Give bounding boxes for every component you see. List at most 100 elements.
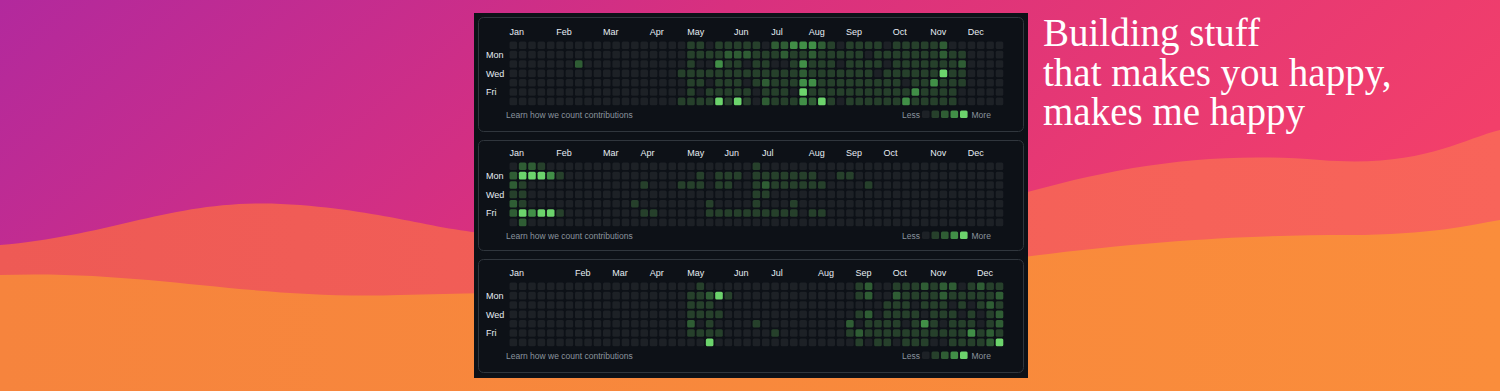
day-cell [958, 172, 966, 180]
month-label: Sep [855, 268, 871, 278]
day-cell [668, 60, 676, 68]
day-cell [715, 292, 723, 300]
day-cell [958, 98, 966, 106]
day-cell [612, 191, 620, 199]
day-cell [790, 219, 798, 227]
day-cell [650, 42, 658, 50]
day-cell [893, 79, 901, 87]
day-cell [827, 219, 835, 227]
day-cell [566, 42, 574, 50]
day-cell [865, 42, 873, 50]
day-cell [594, 191, 602, 199]
day-cell [575, 339, 583, 347]
day-cell [538, 301, 546, 309]
day-cell [986, 42, 994, 50]
day-cell [725, 311, 733, 319]
day-cell [547, 163, 555, 171]
day-cell [958, 311, 966, 319]
day-cell [697, 339, 705, 347]
legend-swatch [932, 231, 940, 239]
day-cell [659, 79, 667, 87]
day-cell [566, 301, 574, 309]
day-cell [846, 42, 854, 50]
day-cell [659, 329, 667, 337]
day-cell [996, 42, 1004, 50]
day-cell [622, 163, 630, 171]
day-cell [930, 98, 938, 106]
day-cell [949, 172, 957, 180]
day-cell [977, 200, 985, 208]
panel [479, 260, 1024, 373]
day-cell [594, 209, 602, 217]
day-cell [566, 88, 574, 96]
day-cell [818, 88, 826, 96]
day-cell [837, 219, 845, 227]
day-cell [762, 320, 770, 328]
legend-swatch [922, 110, 930, 118]
day-cell [912, 98, 920, 106]
day-cell [734, 311, 742, 319]
day-cell [790, 209, 798, 217]
day-cell [575, 200, 583, 208]
day-cell [977, 42, 985, 50]
day-cell [622, 301, 630, 309]
day-cell [996, 209, 1004, 217]
day-cell [575, 320, 583, 328]
day-cell [603, 98, 611, 106]
day-cell [874, 311, 882, 319]
day-cell [771, 70, 779, 78]
day-cell [827, 191, 835, 199]
day-cell [921, 172, 929, 180]
day-cell [799, 329, 807, 337]
day-cell [622, 60, 630, 68]
day-cell [743, 51, 751, 59]
day-cell [986, 200, 994, 208]
day-cell [940, 172, 948, 180]
day-cell [958, 163, 966, 171]
day-cell [556, 219, 564, 227]
day-cell [612, 79, 620, 87]
day-cell [538, 311, 546, 319]
day-cell [855, 181, 863, 189]
day-cell [846, 329, 854, 337]
day-cell [968, 181, 976, 189]
day-cell [837, 283, 845, 291]
day-cell [912, 60, 920, 68]
day-label: Fri [486, 87, 497, 97]
day-cell [510, 60, 518, 68]
day-cell [827, 79, 835, 87]
day-cell [547, 320, 555, 328]
day-cell [753, 311, 761, 319]
month-label: Nov [930, 268, 947, 278]
day-cell [640, 209, 648, 217]
day-cell [912, 181, 920, 189]
day-cell [958, 60, 966, 68]
day-cell [827, 163, 835, 171]
day-cell [678, 292, 686, 300]
day-cell [902, 70, 910, 78]
day-cell [678, 42, 686, 50]
day-cell [940, 191, 948, 199]
day-cell [958, 191, 966, 199]
day-cell [865, 181, 873, 189]
day-cell [584, 301, 592, 309]
day-cell [612, 339, 620, 347]
month-label: Mar [603, 148, 619, 158]
day-cell [790, 98, 798, 106]
day-cell [958, 301, 966, 309]
day-cell [715, 51, 723, 59]
contribution-graph: JanFebMarAprMayJunJulAugSepOctNovDecMonW… [479, 141, 1024, 251]
day-cell [631, 301, 639, 309]
day-cell [575, 88, 583, 96]
day-cell [725, 172, 733, 180]
day-cell [799, 209, 807, 217]
day-cell [930, 339, 938, 347]
day-cell [771, 88, 779, 96]
day-cell [977, 283, 985, 291]
day-cell [659, 301, 667, 309]
day-cell [659, 292, 667, 300]
day-cell [687, 98, 695, 106]
day-cell [884, 320, 892, 328]
day-cell [968, 292, 976, 300]
day-cell [528, 219, 536, 227]
